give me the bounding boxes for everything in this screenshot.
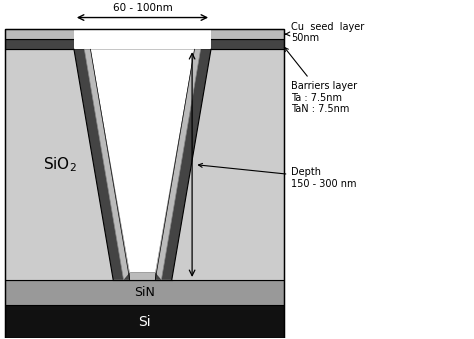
Bar — [5, 29, 284, 39]
Bar — [5, 39, 284, 49]
Text: Barriers layer
Ta : 7.5nm
TaN : 7.5nm: Barriers layer Ta : 7.5nm TaN : 7.5nm — [284, 47, 357, 114]
Text: Si: Si — [138, 315, 151, 328]
Bar — [5, 49, 284, 280]
Bar — [130, 273, 155, 280]
Bar — [5, 280, 284, 305]
Polygon shape — [84, 49, 130, 280]
Bar — [5, 305, 284, 338]
Text: SiN: SiN — [135, 286, 155, 299]
Text: $\mathrm{SiO_2}$: $\mathrm{SiO_2}$ — [43, 155, 77, 174]
Polygon shape — [91, 49, 194, 273]
Polygon shape — [155, 49, 201, 280]
Text: Cu  seed  layer
50nm: Cu seed layer 50nm — [285, 22, 365, 43]
Text: Depth
150 - 300 nm: Depth 150 - 300 nm — [199, 163, 357, 189]
Bar — [74, 29, 211, 49]
Text: 60 - 100nm: 60 - 100nm — [113, 2, 173, 13]
Polygon shape — [74, 49, 211, 280]
Bar — [5, 29, 284, 338]
